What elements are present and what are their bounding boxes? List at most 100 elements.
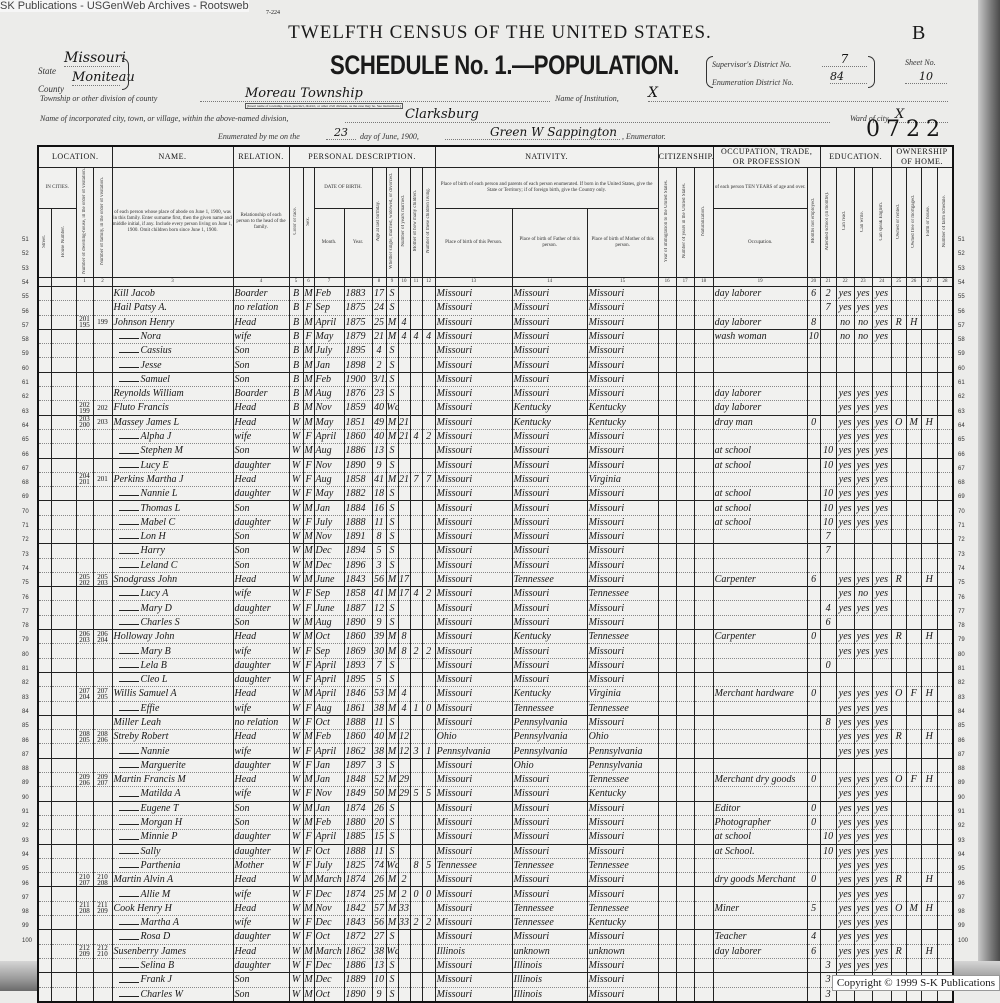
cell-age: 57 xyxy=(371,901,387,917)
cell-cl xyxy=(421,486,436,502)
line-number-left: 74 xyxy=(22,565,29,572)
cell-w xyxy=(853,357,873,373)
cell-r: yes xyxy=(835,872,855,888)
cell-age: 11 xyxy=(371,715,387,731)
cell-imm xyxy=(657,429,677,445)
cell-hn xyxy=(50,315,77,330)
cell-yr: 1875 xyxy=(343,315,373,330)
line-number-left: 93 xyxy=(22,837,29,844)
cell-hn xyxy=(50,686,77,702)
cell-age: 9 xyxy=(371,615,387,631)
cell-own xyxy=(890,486,907,502)
line-number-left: 53 xyxy=(22,265,29,272)
cell-own xyxy=(890,858,907,874)
cell-w: yes xyxy=(853,801,873,816)
column-number: 5 xyxy=(288,276,304,287)
cell-bp: Missouri xyxy=(434,886,513,902)
cell-yus xyxy=(675,801,695,816)
cell-yus xyxy=(675,600,695,616)
cell-un xyxy=(806,386,821,402)
cell-sch: 10 xyxy=(819,515,837,531)
cell-s: F xyxy=(302,643,315,659)
cell-c: W xyxy=(288,586,304,602)
cell-w: yes xyxy=(853,515,873,531)
cell-nat xyxy=(693,786,714,802)
cell-mb: Tennessee xyxy=(586,772,659,788)
cell-hn xyxy=(50,944,77,959)
cell-own xyxy=(890,929,907,945)
cell-fb: Missouri xyxy=(511,658,588,673)
cell-d xyxy=(75,486,94,502)
cell-sch xyxy=(819,343,837,359)
cell-fs xyxy=(936,458,954,473)
cell-mb: Missouri xyxy=(586,615,659,631)
cell-yus xyxy=(675,558,695,573)
cell-c: W xyxy=(288,500,304,516)
cell-yus xyxy=(675,672,695,688)
cell-ym: 29 xyxy=(397,786,411,802)
cell-fb: Kentucky xyxy=(511,686,588,702)
cell-own xyxy=(890,386,907,402)
cell-ym: 4 xyxy=(397,315,411,330)
cell-f: 207 205 xyxy=(92,686,113,702)
column-header-rel: Relationship of each person to the head … xyxy=(232,167,290,278)
cell-hn xyxy=(50,701,77,716)
column-header-s: Sex. xyxy=(302,167,315,278)
cell-st xyxy=(37,357,52,373)
cell-f xyxy=(92,958,113,974)
line-number-right: 87 xyxy=(958,751,965,758)
cell-rel: Son xyxy=(232,443,290,459)
column-number: 28 xyxy=(936,276,954,287)
cell-c: W xyxy=(288,543,304,559)
cell-mo: July xyxy=(313,343,345,359)
cell-d xyxy=(75,443,94,459)
census-table-header: LOCATION. NAME. RELATION. PERSONAL DESCRIPT… xyxy=(37,145,954,287)
cell-rel: wife xyxy=(232,329,290,345)
cell-occ xyxy=(712,958,808,974)
cell-yus xyxy=(675,915,695,931)
column-header-hn: House Number. xyxy=(50,207,77,278)
cell-c: W xyxy=(288,987,304,1003)
cell-fm xyxy=(905,543,922,559)
cell-w xyxy=(853,543,873,559)
cell-name: Nora xyxy=(111,329,234,345)
cell-fs xyxy=(936,772,954,788)
cell-fm xyxy=(905,872,922,888)
cell-cl xyxy=(421,758,436,774)
cell-mo: Oct xyxy=(313,715,345,731)
column-number: 23 xyxy=(853,276,873,287)
cell-mb: Missouri xyxy=(586,543,659,559)
cell-age: 15 xyxy=(371,829,387,845)
cell-r: yes xyxy=(835,729,855,745)
cell-mb: Missouri xyxy=(586,886,659,902)
cell-d: 212 209 xyxy=(75,944,94,959)
cell-d xyxy=(75,500,94,516)
cell-s: M xyxy=(302,529,315,545)
cell-w: yes xyxy=(853,600,873,616)
cell-fb: Tennessee xyxy=(511,858,588,874)
cell-own xyxy=(890,558,907,573)
copyright-notice: Copyright © 1999 S-K Publications xyxy=(831,975,1000,991)
cell-d xyxy=(75,429,94,445)
cell-fb: Missouri xyxy=(511,844,588,859)
cell-sch xyxy=(819,801,837,816)
line-number-right: 98 xyxy=(958,909,965,916)
cell-mo: Aug xyxy=(313,386,345,402)
table-row: 212 209 212 210 Susenberry James Head W M Marc… xyxy=(37,944,954,959)
cell-bp: Ohio xyxy=(434,729,513,745)
cell-hn xyxy=(50,815,77,831)
cell-name: Fluto Francis xyxy=(111,400,234,416)
column-number: 6 xyxy=(302,276,315,287)
cell-yus xyxy=(675,415,695,430)
cell-fs xyxy=(936,844,954,859)
table-row: Charles W Son W M Oct 1890 9 S Missouri Illinois M… xyxy=(37,987,954,1003)
cell-s: F xyxy=(302,886,315,902)
cell-un: 8 xyxy=(806,315,821,330)
cell-age: 16 xyxy=(371,500,387,516)
cell-cl: 5 xyxy=(421,786,436,802)
table-row: 201 195 199 Johnson Henry Head B M April 1875 25… xyxy=(37,315,954,330)
cell-ms: S xyxy=(385,529,399,545)
cell-occ: dry goods Merchant xyxy=(712,872,808,888)
